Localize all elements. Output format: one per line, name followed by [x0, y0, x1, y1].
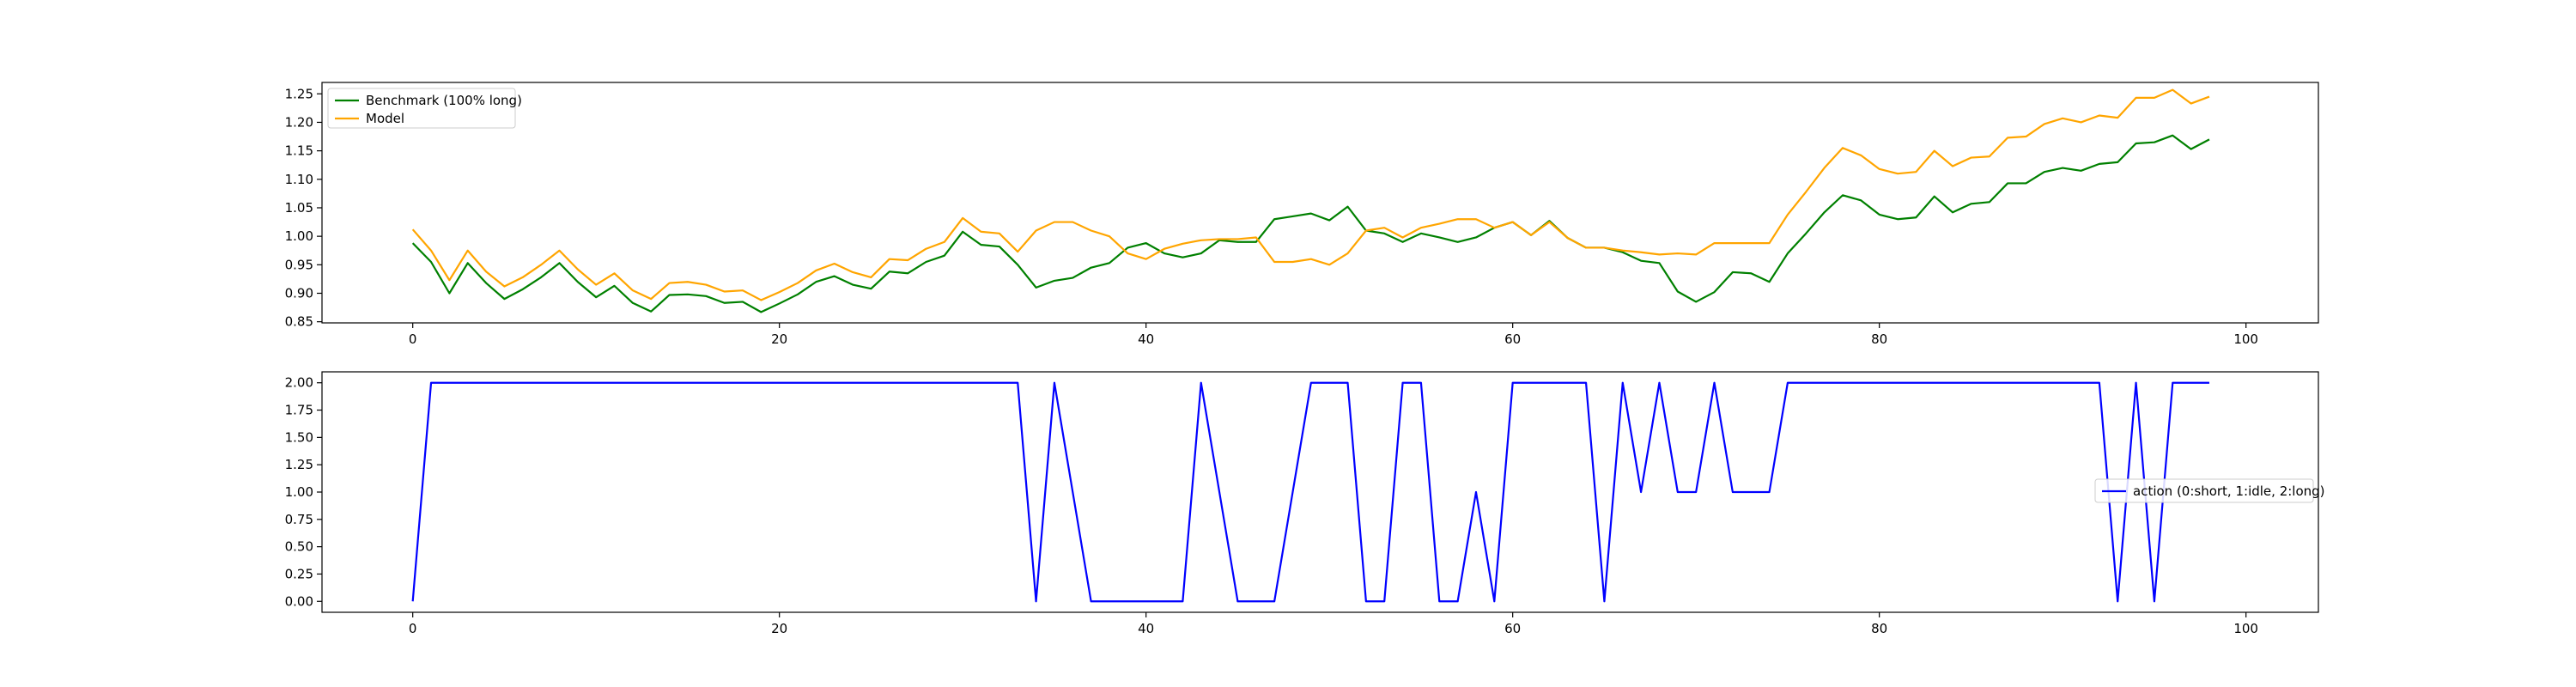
x-tick-label: 80: [1871, 621, 1887, 636]
y-tick-label: 1.25: [285, 457, 313, 472]
x-tick-label: 80: [1871, 331, 1887, 347]
legend-box: [327, 88, 516, 129]
x-tick-label: 100: [2233, 331, 2258, 347]
y-tick-label: 1.50: [285, 429, 313, 445]
series-line-2: [411, 88, 2210, 301]
x-tick-label: 20: [771, 331, 787, 347]
x-tick-label: 60: [1504, 331, 1521, 347]
y-tick-label: 1.15: [285, 143, 313, 159]
y-tick-label: 0.00: [285, 593, 313, 609]
y-tick-label: 1.00: [285, 484, 313, 500]
x-tick-label: 100: [2233, 621, 2258, 636]
action-plot: 0 20 40 60 80 100 0.00 0.25 0.50 0.75 1.00 1.25 1.50…: [285, 371, 2325, 636]
y-tick-label: 0.95: [285, 257, 313, 272]
y-tick-label: 2.00: [285, 375, 313, 391]
y-tick-label: 1.05: [285, 200, 313, 216]
legend-label: Benchmark (100% long): [366, 93, 522, 108]
y-tick-label: 0.90: [285, 285, 313, 301]
series-line-1: [411, 134, 2210, 313]
legend-label: Model: [366, 111, 404, 126]
y-tick-label: 1.25: [285, 86, 313, 101]
y-tick-label: 0.85: [285, 314, 313, 330]
series-line-1: [411, 381, 2209, 603]
x-tick-label: 40: [1138, 621, 1154, 636]
y-tick-label: 1.20: [285, 114, 313, 130]
y-tick-label: 0.50: [285, 539, 313, 555]
y-tick-label: 0.75: [285, 512, 313, 527]
x-tick-label: 0: [409, 331, 417, 347]
x-tick-label: 40: [1138, 331, 1154, 347]
y-tick-label: 1.00: [285, 228, 313, 244]
x-tick-label: 20: [771, 621, 787, 636]
y-tick-label: 1.75: [285, 403, 313, 418]
x-tick-label: 60: [1504, 621, 1521, 636]
legend-label: action (0:short, 1:idle, 2:long): [2133, 483, 2325, 499]
y-tick-label: 0.25: [285, 566, 313, 581]
price-comparison-plot: 0 20 40 60 80 100 0.85 0.90 0.95 1.00 1.05 1.10 1.15…: [285, 82, 2319, 347]
x-tick-label: 0: [409, 621, 417, 636]
y-tick-label: 1.10: [285, 172, 313, 187]
legend-box: [2094, 478, 2314, 503]
axes-frame: [321, 82, 2319, 324]
